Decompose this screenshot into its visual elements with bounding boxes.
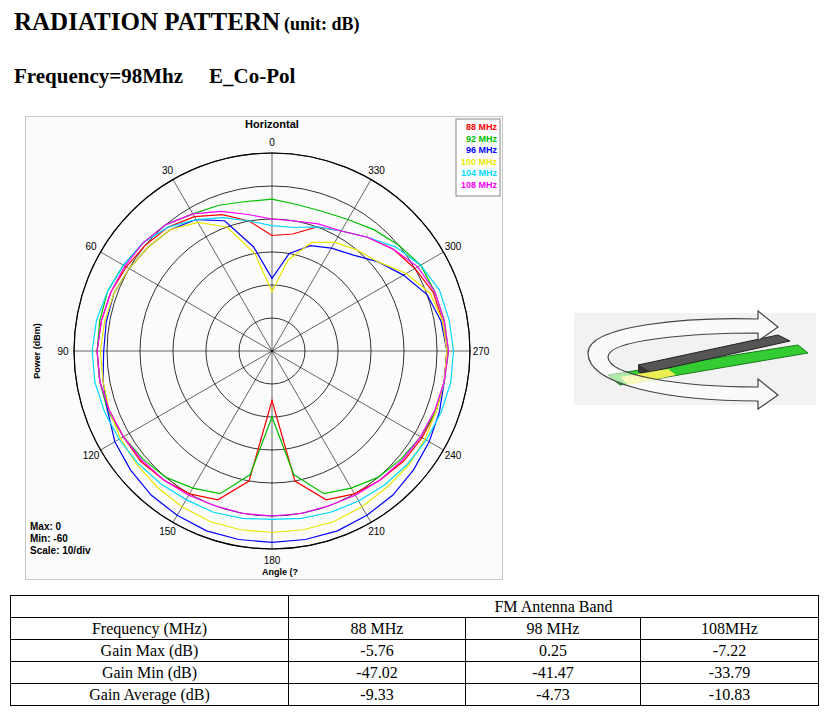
grid-spoke	[272, 351, 470, 352]
rotation-arrow	[588, 311, 778, 409]
axis-outline	[74, 153, 470, 549]
table-row: Gain Min (dB)-47.02-41.47-33.79	[11, 662, 819, 684]
x-axis-title: Angle (?	[262, 567, 298, 577]
series-line	[97, 199, 448, 493]
angle-tick-label: 150	[159, 526, 176, 537]
row-label: Gain Max (dB)	[11, 640, 289, 662]
legend-entry: 96 MHz	[466, 145, 498, 155]
angle-tick-label: 120	[83, 450, 100, 461]
angle-tick-label: 180	[264, 555, 281, 566]
polarization: E_Co-Pol	[209, 64, 295, 88]
series-line	[100, 222, 447, 532]
annotation: Max: 0	[30, 521, 62, 532]
angle-tick-label: 300	[445, 241, 462, 252]
legend-box	[456, 119, 500, 196]
table-cell: -5.76	[289, 640, 466, 662]
title-text: RADIATION PATTERN	[14, 8, 280, 35]
grid-ring	[74, 153, 470, 549]
row-label: Frequency (MHz)	[11, 618, 289, 640]
table-cell: -33.79	[641, 662, 819, 684]
table-cell: -41.47	[466, 662, 641, 684]
angle-tick-label: 270	[473, 346, 490, 357]
chart-title: Horizontal	[245, 118, 299, 130]
table-cell: -10.83	[641, 684, 819, 706]
y-axis-title: Power (dBm)	[32, 323, 42, 379]
series-line	[92, 218, 453, 520]
table-cell: 88 MHz	[289, 618, 466, 640]
legend-entry: 88 MHz	[466, 122, 498, 132]
legend-entry: 108 MHz	[461, 180, 498, 190]
angle-tick-label: 330	[368, 165, 385, 176]
table-cell: 98 MHz	[466, 618, 641, 640]
grid-spoke	[101, 351, 272, 450]
table-cell: -9.33	[289, 684, 466, 706]
annotation: Min: -60	[30, 533, 68, 544]
legend-entry: 92 MHz	[466, 134, 498, 144]
grid-spoke	[272, 153, 273, 351]
table-header-row: FM Antenna Band	[11, 596, 819, 618]
table-row: Gain Max (dB)-5.760.25-7.22	[11, 640, 819, 662]
angle-tick-label: 60	[85, 241, 97, 252]
table-cell: 108MHz	[641, 618, 819, 640]
subtitle: Frequency=98Mhz E_Co-Pol	[14, 64, 295, 89]
plot-marks	[92, 199, 453, 542]
chart: 0 30 60 90 120 150 180 210 240 270 300 330 Horizonta…	[25, 116, 503, 580]
angle-tick-label: 30	[162, 165, 174, 176]
legend-entry: 100 MHz	[461, 157, 498, 167]
series-line	[103, 220, 447, 543]
antenna-body	[638, 335, 790, 372]
table-group-header: FM Antenna Band	[289, 596, 819, 618]
angle-tick-label: 90	[57, 346, 69, 357]
title-unit: (unit: dB)	[284, 14, 360, 34]
annotation: Scale: 10/div	[30, 545, 91, 556]
gain-table: FM Antenna BandFrequency (MHz)88 MHz98 M…	[10, 595, 819, 706]
table-corner-cell	[11, 596, 289, 618]
table-row: Frequency (MHz)88 MHz98 MHz108MHz	[11, 618, 819, 640]
frequency: Frequency=98Mhz	[14, 64, 183, 88]
table-row: Gain Average (dB)-9.33-4.73-10.83	[11, 684, 819, 706]
grid-spoke	[272, 351, 443, 450]
table-cell: -47.02	[289, 662, 466, 684]
table-cell: -4.73	[466, 684, 641, 706]
chart-background	[26, 117, 503, 580]
table-cell: -7.22	[641, 640, 819, 662]
table-cell: 0.25	[466, 640, 641, 662]
antenna-illustration	[528, 305, 820, 415]
angle-tick-label: 210	[368, 526, 385, 537]
angle-tick-label: 0	[269, 137, 275, 148]
angle-tick-label: 240	[445, 450, 462, 461]
grid-spoke	[272, 180, 371, 351]
row-label: Gain Average (dB)	[11, 684, 289, 706]
page-title: RADIATION PATTERN (unit: dB)	[14, 8, 360, 36]
legend: 88 MHz 92 MHz96 MHz 100 MHz104 MHz 108 MHz	[456, 119, 500, 196]
row-label: Gain Min (dB)	[11, 662, 289, 684]
series-line	[97, 215, 447, 500]
series-line	[97, 211, 448, 516]
legend-entry: 104 MHz	[461, 168, 498, 178]
